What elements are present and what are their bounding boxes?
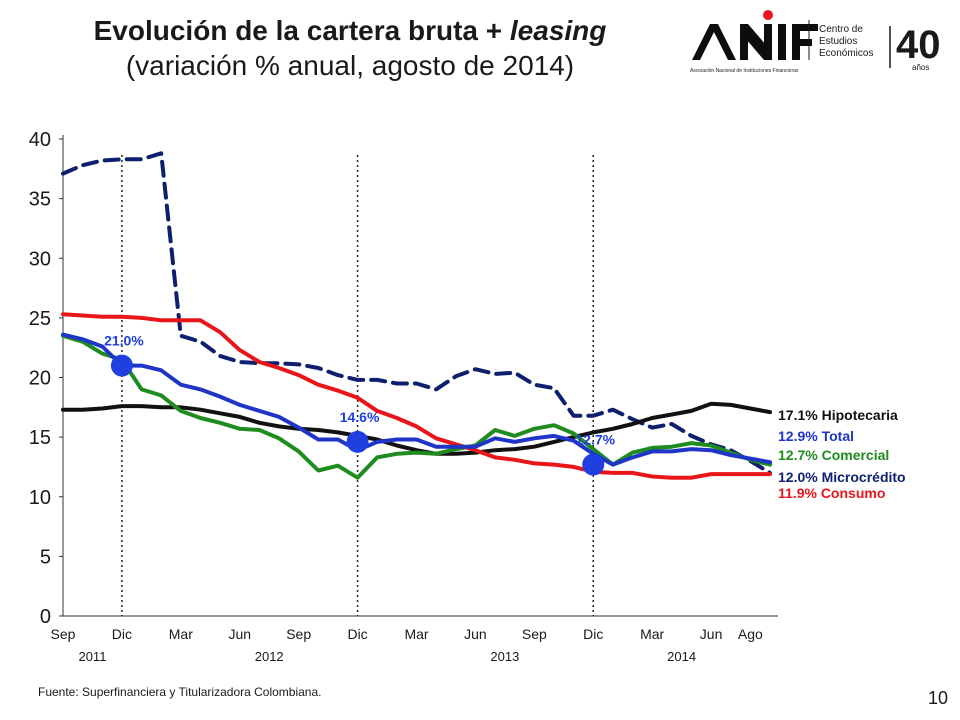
source-note: Fuente: Superfinanciera y Titularizadora…: [38, 685, 322, 699]
y-tick-label: 40: [29, 129, 51, 151]
x-tick-label: Ago: [738, 626, 763, 642]
y-tick-label: 25: [29, 308, 51, 330]
y-tick-label: 10: [29, 487, 51, 509]
chart-axes: 0 5 10 15 20 25 30 35 40 Sep Dic Mar Jun Sep Dic Mar Jun…: [29, 129, 778, 664]
y-tick-label: 30: [29, 248, 51, 270]
x-tick-label: Mar: [169, 626, 193, 642]
title-part-1: Evolución de la cartera bruta +: [93, 15, 510, 46]
series-line-consumo: [61, 312, 772, 480]
x-tick-label: Jun: [700, 626, 723, 642]
end-label-microcredito: 12.0% Microcrédito: [778, 469, 906, 485]
x-tick-label: Sep: [522, 626, 547, 642]
x-tick-label: Sep: [51, 626, 76, 642]
title-line-1: Evolución de la cartera bruta + leasing: [0, 14, 700, 48]
series-line-total: [61, 332, 772, 467]
logo-center-line-1: Centro de: [819, 24, 863, 35]
x-year-label: 2013: [490, 649, 519, 664]
x-tick-label: Jun: [464, 626, 487, 642]
marker-label: 14.6%: [340, 409, 380, 425]
highlight-markers: 21.0% 14.6% 12.7%: [104, 333, 616, 476]
logo-subtitle: Asociación Nacional de Instituciones Fin…: [690, 68, 799, 74]
page-number: 10: [928, 688, 949, 708]
series-line-comercial: [61, 333, 772, 480]
y-tick-label: 0: [40, 606, 51, 628]
x-tick-label: Dic: [347, 626, 367, 642]
chart-title: Evolución de la cartera bruta + leasing …: [0, 14, 700, 84]
title-part-2: leasing: [509, 15, 607, 46]
series-line-hipotecaria: [61, 401, 772, 456]
highlight-marker: [582, 453, 605, 476]
year-separators: [121, 155, 594, 616]
marker-label: 12.7%: [575, 432, 615, 448]
anif-logo: Asociación Nacional de Instituciones Fin…: [690, 10, 941, 74]
series-end-labels: 12.0% Microcrédito 17.1% Hipotecaria 12.7%…: [778, 407, 906, 501]
series-lines: [61, 151, 772, 480]
marker-label: 21.0%: [104, 333, 144, 349]
x-tick-label: Mar: [404, 626, 428, 642]
x-tick-label: Jun: [228, 626, 251, 642]
end-label-consumo: 11.9% Consumo: [778, 485, 885, 501]
highlight-marker: [346, 430, 369, 453]
logo-anniversary-sub: años: [912, 63, 929, 72]
y-tick-label: 20: [29, 368, 51, 390]
end-label-comercial: 12.7% Comercial: [778, 447, 889, 463]
y-tick-label: 15: [29, 427, 51, 449]
end-label-total: 12.9% Total: [778, 428, 854, 444]
highlight-marker: [110, 354, 133, 377]
logo-center-line-2: Estudios: [819, 36, 857, 47]
y-tick-label: 35: [29, 189, 51, 211]
y-tick-label: 5: [40, 546, 51, 568]
x-year-label: 2014: [667, 649, 696, 664]
x-tick-label: Dic: [583, 626, 603, 642]
x-year-label: 2011: [78, 649, 106, 664]
end-label-hipotecaria: 17.1% Hipotecaria: [778, 407, 898, 423]
x-tick-label: Mar: [640, 626, 664, 642]
logo-center-line-3: Económicos: [819, 48, 873, 59]
x-tick-label: Dic: [112, 626, 132, 642]
series-line-microcredito: [61, 151, 772, 475]
logo-anniversary: 40: [896, 23, 941, 67]
x-tick-label: Sep: [286, 626, 311, 642]
x-year-label: 2012: [255, 649, 284, 664]
title-line-2: (variación % anual, agosto de 2014): [125, 50, 575, 81]
